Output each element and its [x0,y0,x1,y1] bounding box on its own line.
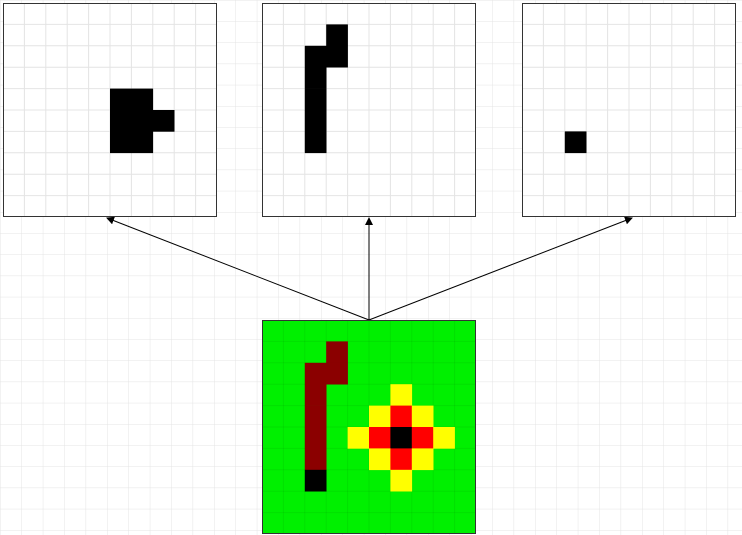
cell-wall [326,45,348,68]
cell-wall [131,131,154,154]
cell-light-outer [433,427,455,449]
cell-light-source [390,427,413,449]
cell-light-inner [411,427,434,449]
cell-wall-marked [304,427,327,449]
cell-wall [564,131,587,154]
cell-light-outer [411,448,434,471]
cell-light-outer [369,405,391,428]
cell-wall [304,88,327,111]
arrow-to-top-left [106,216,370,321]
cell-light-outer [369,448,391,471]
cell-light-inner [369,427,391,449]
cell-wall-marked [304,384,327,406]
cell-wall-marked [326,362,348,385]
cell-wall-marked [304,448,327,471]
top-left-grid [3,3,217,217]
panel-border [262,320,476,534]
bottom-combined-grid [262,320,476,534]
panel-border [262,3,476,217]
top-right-grid [522,3,736,217]
cell-wall [304,45,327,68]
cell-wall [152,110,175,132]
panel-border [522,3,736,217]
cell-wall [110,88,132,111]
cell-light-inner [390,405,413,428]
cell-wall [326,24,348,47]
panels-layer [3,3,736,534]
cell-light-source [304,469,327,492]
arrows-layer [106,216,633,321]
cell-wall [304,67,327,89]
cell-wall [131,88,154,111]
cell-wall [304,110,327,132]
cell-wall-marked [326,341,348,364]
cell-light-outer [347,427,370,449]
cell-light-inner [390,448,413,471]
cell-light-outer [390,469,413,492]
panel-border [3,3,217,217]
top-middle-grid [262,3,476,217]
cell-light-outer [411,405,434,428]
cell-wall [304,131,327,154]
cell-wall [110,110,132,132]
cell-wall [110,131,132,154]
arrow-to-top-right [368,216,633,321]
cell-wall-marked [304,405,327,428]
cell-wall-marked [304,362,327,385]
cell-light-outer [390,384,413,406]
cell-wall [131,110,154,132]
